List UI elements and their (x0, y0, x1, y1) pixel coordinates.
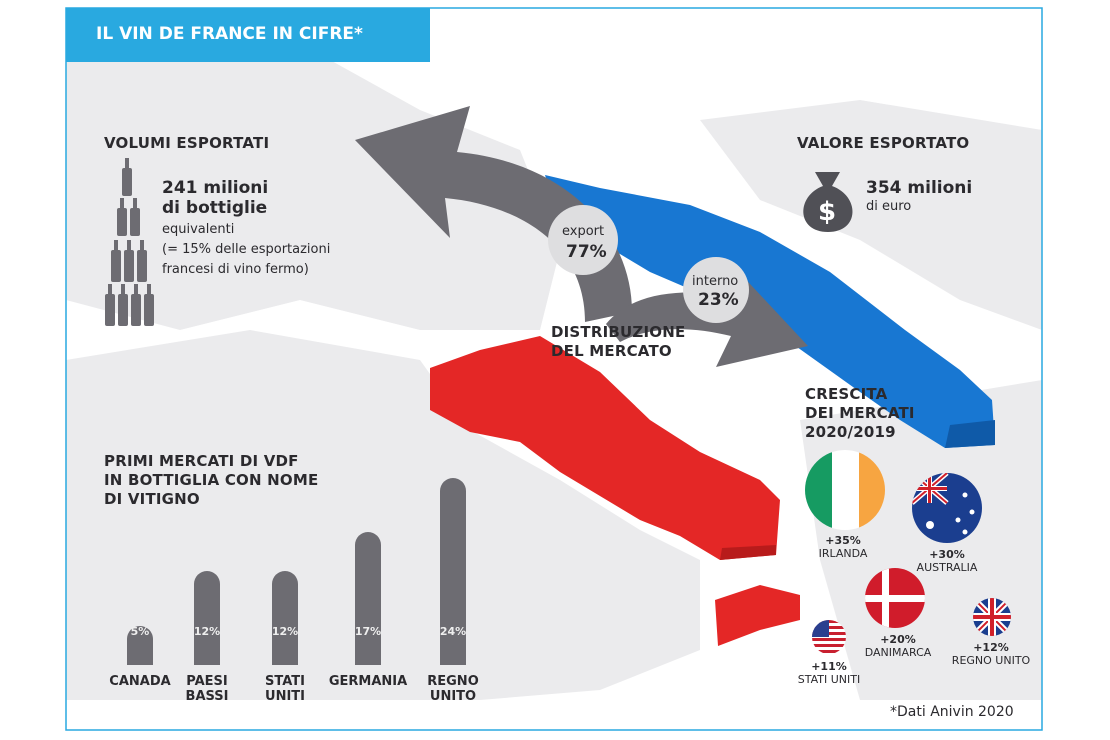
title: IL VIN DE FRANCE IN CIFRE* (96, 24, 363, 44)
growth-title: 2020/2019 (805, 423, 896, 441)
volumes-note: (= 15% delle esportazioni (162, 242, 331, 257)
export-circle (548, 205, 618, 275)
distribution-title: DISTRIBUZIONE (551, 323, 686, 341)
svg-text:$: $ (818, 197, 836, 227)
growth-label: +11% STATI UNITI (798, 660, 860, 686)
red-side (720, 545, 776, 560)
flag-denmark (865, 568, 925, 628)
domestic-label: interno (692, 274, 739, 289)
volumes-unit: di bottiglie (162, 198, 268, 218)
value-label: 5% (130, 625, 150, 638)
value-unit: di euro (866, 199, 912, 214)
footnote: *Dati Anivin 2020 (890, 704, 1014, 720)
growth-label: +35% IRLANDA (819, 534, 868, 560)
volumes-note: francesi di vino fermo) (162, 262, 309, 277)
growth-label: +30% AUSTRALIA (917, 548, 978, 574)
category-label: STATI UNITI (265, 674, 305, 704)
bar (194, 571, 220, 665)
value-label: 12% (271, 625, 299, 638)
growth-country: STATI UNITI (797, 673, 861, 686)
bottles-icon (105, 158, 154, 326)
growth-title: CRESCITA (805, 385, 888, 403)
growth-title: DEI MERCATI (805, 404, 915, 422)
growth-country: AUSTRALIA (916, 561, 978, 574)
domestic-circle (683, 257, 749, 323)
growth-label: +12% REGNO UNITO (952, 641, 1030, 667)
growth-country: IRLANDA (818, 547, 868, 560)
export-label: export (562, 224, 605, 239)
growth-change: +35% (825, 534, 861, 547)
flag-us (812, 620, 846, 654)
value-label: 17% (354, 625, 382, 638)
category-label: REGNO UNITO (427, 674, 479, 704)
growth-country: REGNO UNITO (951, 654, 1031, 667)
distribution-title: DEL MERCATO (551, 342, 672, 360)
bar (272, 571, 298, 665)
volumes-amount: 241 milioni (162, 178, 269, 198)
frame (65, 7, 1043, 731)
value-amount: 354 milioni (866, 178, 973, 198)
category-label: CANADA (109, 674, 171, 689)
growth-country: DANIMARCA (864, 646, 932, 659)
export-share: 77% (566, 242, 607, 262)
flag-uk (973, 598, 1011, 636)
chart-title: PRIMI MERCATI DI VDF (104, 452, 299, 470)
value-label: 24% (439, 625, 467, 638)
flag-australia (912, 473, 982, 543)
growth-change: +11% (811, 660, 847, 673)
growth-change: +12% (973, 641, 1009, 654)
chart-title: IN BOTTIGLIA CON NOME (104, 471, 319, 489)
domestic-share: 23% (698, 290, 739, 310)
volumes-title: VOLUMI ESPORTATI (104, 134, 270, 152)
bar (355, 532, 381, 665)
category-label: PAESI BASSI (185, 674, 229, 704)
category-label: GERMANIA (328, 674, 408, 689)
volumes-note: equivalenti (162, 222, 235, 237)
value-title: VALORE ESPORTATO (797, 134, 970, 152)
export-arrow (355, 106, 632, 322)
bar (440, 477, 466, 665)
chart-title: DI VITIGNO (104, 490, 200, 508)
growth-change: +20% (880, 633, 916, 646)
red-island (715, 585, 800, 646)
growth-label: +20% DANIMARCA (865, 633, 932, 659)
blue-side (945, 420, 995, 448)
title-banner (66, 8, 430, 62)
growth-change: +30% (929, 548, 965, 561)
value-label: 12% (193, 625, 221, 638)
red-region (430, 336, 780, 560)
money-bag-icon: $ (803, 172, 853, 232)
bar (127, 626, 153, 665)
